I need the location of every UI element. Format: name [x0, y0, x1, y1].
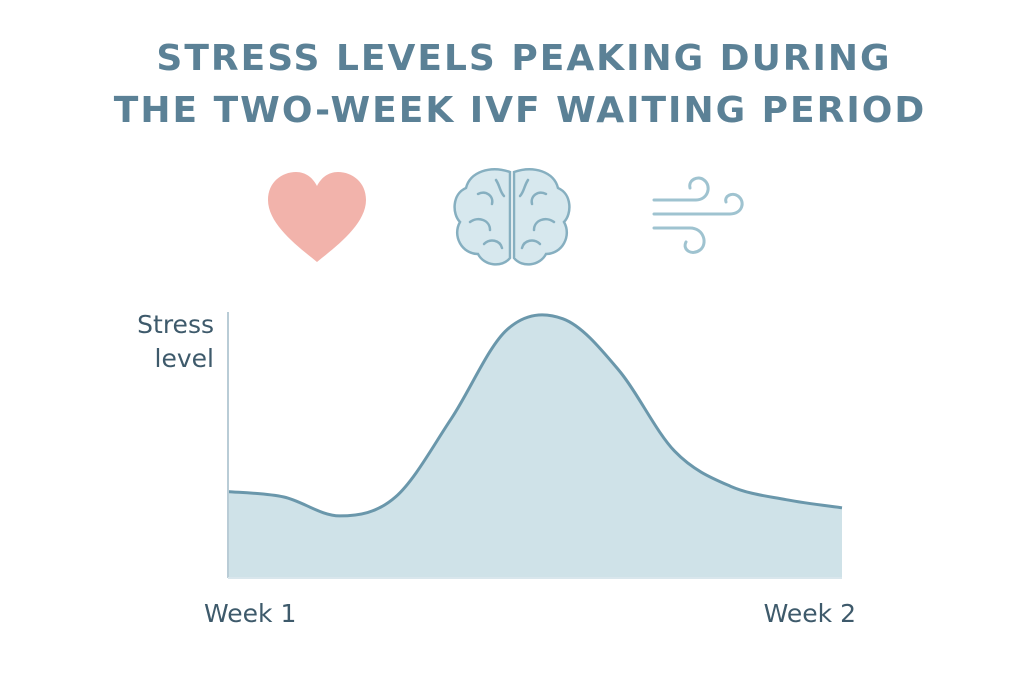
- brain-icon: [453, 168, 571, 266]
- chart-title: STRESS LEVELS PEAKING DURING: [156, 38, 891, 79]
- x-tick-label: Week 1: [204, 599, 296, 628]
- wind-icon: [652, 176, 744, 254]
- chart-title: THE TWO-WEEK IVF WAITING PERIOD: [114, 90, 926, 131]
- heart-icon: [268, 172, 366, 262]
- y-axis-label: Stress level: [137, 310, 214, 373]
- area-fill: [228, 314, 842, 578]
- x-tick-label: Week 2: [764, 599, 856, 628]
- area-line: [227, 313, 843, 518]
